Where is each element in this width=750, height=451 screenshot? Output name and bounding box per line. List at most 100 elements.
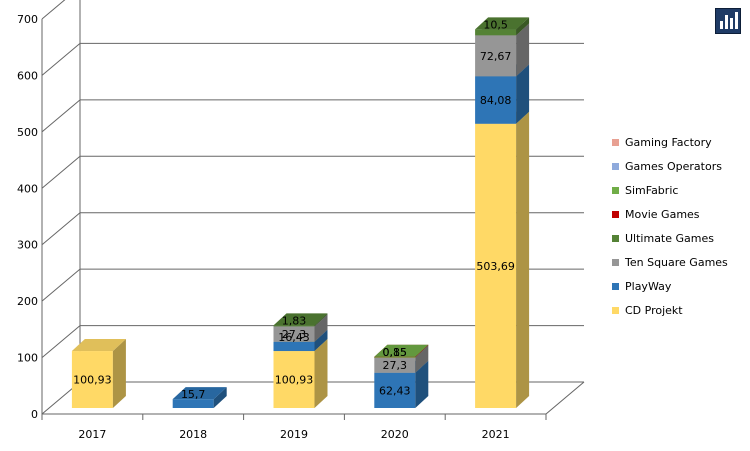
bar-front: [475, 35, 517, 77]
y-tick-label: 300: [17, 239, 38, 252]
bar-top: [475, 17, 530, 30]
legend-item: Gaming Factory: [612, 130, 728, 154]
data-label: 503,69: [476, 260, 515, 273]
bar-side: [112, 339, 126, 408]
legend-label: Ultimate Games: [625, 231, 714, 245]
bar-front: [374, 357, 416, 373]
bar-front: [475, 123, 517, 408]
legend-label: Games Operators: [625, 159, 722, 173]
legend-swatch: [612, 234, 619, 242]
legend-item: Games Operators: [612, 154, 728, 178]
legend-label: Ten Square Games: [625, 256, 728, 270]
data-label: 10,5: [483, 18, 508, 31]
data-label: 62,43: [379, 384, 411, 397]
y-tick-label: 0: [31, 408, 38, 421]
legend-label: PlayWay: [625, 280, 672, 294]
y-tick-label: 200: [17, 295, 38, 308]
bar-front: [273, 326, 315, 342]
gridline-diagonal: [41, 0, 66, 20]
legend-label: Gaming Factory: [625, 135, 712, 149]
x-tick-label: 2017: [78, 428, 106, 441]
x-tick-label: 2019: [280, 428, 308, 441]
x-tick-label: 2021: [482, 428, 510, 441]
bar-segment: [172, 387, 227, 408]
bar-front: [273, 351, 315, 408]
y-tick-label: 500: [17, 126, 38, 139]
legend-swatch: [612, 307, 619, 315]
bar-front: [172, 399, 214, 408]
gridline-diagonal: [41, 325, 81, 358]
legend-swatch: [612, 259, 619, 267]
bar-side: [415, 345, 429, 373]
y-tick-label: 400: [17, 182, 38, 195]
legend-item: Ultimate Games: [612, 226, 728, 250]
bar-side: [314, 314, 328, 342]
gridline-diagonal: [41, 43, 81, 76]
data-label: 27,3: [282, 328, 307, 341]
data-label: 100,93: [73, 374, 112, 387]
data-labels: 100,9315,7100,9316,4327,31,8362,4327,30,…: [73, 18, 515, 401]
x-tick-label: 2018: [179, 428, 207, 441]
legend-swatch: [612, 283, 619, 291]
legend-swatch: [612, 186, 619, 194]
legend-swatch: [612, 210, 619, 218]
bar-side: [516, 17, 530, 36]
bar-side: [516, 23, 530, 77]
data-label: 0,15: [383, 346, 408, 359]
legend-item: Ten Square Games: [612, 250, 728, 274]
data-label: 27,3: [383, 359, 408, 372]
bar-top: [172, 387, 227, 400]
bar-side: [415, 344, 429, 358]
data-label: 0,85: [383, 346, 408, 359]
bar-segment: [475, 17, 530, 36]
legend-label: SimFabric: [625, 183, 679, 197]
data-label: 84,08: [480, 94, 512, 107]
bar-segment: [71, 339, 126, 408]
legend-label: CD Projekt: [625, 304, 683, 318]
legend-swatch: [612, 162, 619, 170]
y-tick-label: 600: [17, 69, 38, 82]
gridline-diagonal: [41, 99, 81, 133]
bar-front: [374, 356, 416, 358]
bar-front: [71, 351, 113, 408]
bar-top: [273, 313, 328, 326]
gridline-diagonal: [41, 212, 81, 246]
y-tick-label: 100: [17, 352, 38, 365]
legend-label: Movie Games: [625, 207, 700, 221]
legend-item: Movie Games: [612, 202, 728, 226]
data-label: 15,7: [181, 388, 206, 401]
bar-side: [314, 339, 328, 408]
legend-item: SimFabric: [612, 178, 728, 202]
bar-segment: [273, 313, 328, 327]
bar-segment: [374, 344, 429, 358]
y-tick-label: 700: [17, 13, 38, 26]
data-label: 1,83: [282, 314, 307, 327]
bar-side: [415, 360, 429, 408]
bar-top: [71, 339, 126, 352]
bar-side: [213, 387, 227, 408]
legend: Gaming Factory Games Operators SimFabric Mo…: [612, 130, 728, 323]
bar-side: [314, 313, 328, 327]
bar-side: [516, 64, 530, 124]
legend-item: CD Projekt: [612, 299, 728, 323]
bar-top: [374, 344, 429, 357]
bar-side: [314, 329, 328, 352]
data-label: 16,43: [278, 331, 310, 344]
legend-swatch: [612, 138, 619, 146]
bar-side: [516, 111, 530, 408]
bars: [71, 17, 530, 408]
bar-front: [374, 372, 416, 408]
bar-front: [273, 341, 315, 352]
bar-front: [475, 76, 517, 124]
floor-right-edge: [545, 381, 585, 415]
x-tick-label: 2020: [381, 428, 409, 441]
gridline-diagonal: [41, 155, 81, 189]
bar-segment: [475, 111, 530, 408]
bar-side: [415, 344, 429, 357]
legend-item: PlayWay: [612, 275, 728, 299]
axes: 0 100 200 300 400 500 600 700 2017 2018 2019 2020 20…: [17, 0, 585, 441]
bar-front: [273, 325, 315, 327]
bar-front: [475, 29, 517, 36]
chart-logo-icon: [715, 8, 741, 34]
